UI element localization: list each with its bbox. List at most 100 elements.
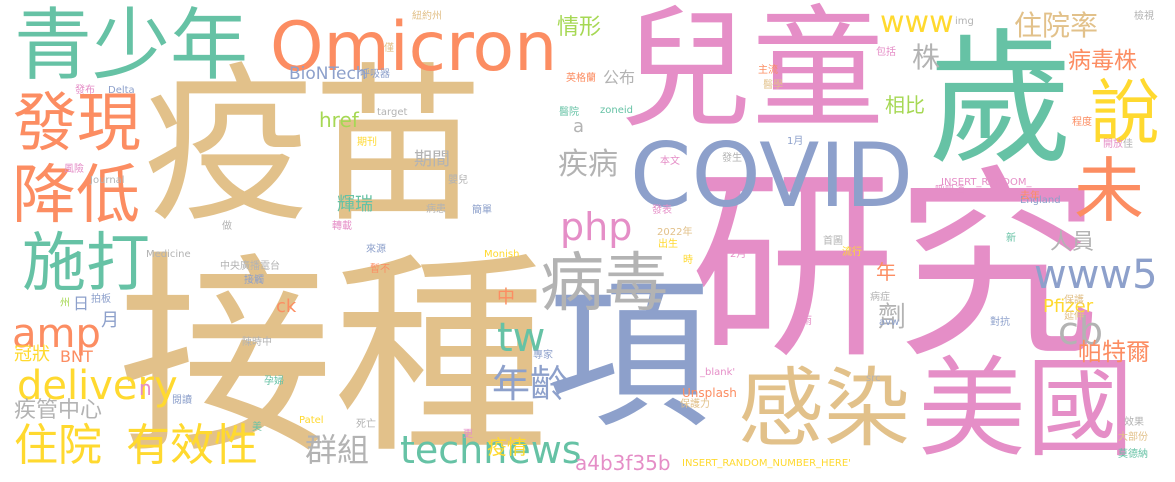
word-release: 發布 xyxy=(75,85,95,96)
word-rti: 中央廣播電台 xyxy=(220,261,280,272)
word-www5: www5 xyxy=(1034,252,1158,298)
word-publish-paper: 發表 xyxy=(652,205,672,216)
word-new: 新 xyxy=(1006,233,1016,244)
word-cover-image: 首圖 xyxy=(823,236,843,247)
word-february: 2月 xyxy=(730,249,747,260)
word-age-group: 年齡 xyxy=(492,362,569,406)
word-reprint: 轉載 xyxy=(332,221,352,232)
word-respirator: 呼吸器 xyxy=(360,69,390,80)
word-occur: 發生 xyxy=(722,153,742,164)
word-a4b3f35b: a4b3f35b xyxy=(575,451,671,475)
word-amp: amp xyxy=(12,311,101,357)
word-bnt: BNT xyxy=(60,347,93,366)
word-period: 期間 xyxy=(414,149,450,170)
word-www: www xyxy=(880,5,954,40)
word-patel: 帕特爾 xyxy=(1078,338,1150,366)
word-cdc: 疾管中心 xyxy=(14,398,103,423)
word-chen-shih-chung: 陳時中 xyxy=(242,337,272,348)
word-hospital: 醫院 xyxy=(559,107,579,118)
word-medicine: Medicine xyxy=(146,249,191,260)
word-death: 死亡 xyxy=(356,419,376,430)
word-cb: cb xyxy=(1058,309,1104,353)
word-biontech: BioNTech xyxy=(289,64,367,84)
word-degree: 程度 xyxy=(1072,117,1092,128)
word-more: 更 xyxy=(463,429,473,440)
word-good: 佳 xyxy=(1123,139,1133,150)
word-monish: Monish xyxy=(484,249,520,260)
word-variant: 病毒株 xyxy=(1068,48,1137,74)
word-pregnant: 孕婦 xyxy=(264,376,284,387)
word-expert: 專家 xyxy=(533,350,553,361)
word-omicron: Omicron xyxy=(270,8,558,87)
word-last-year: 去年 xyxy=(1020,191,1040,202)
word-vaccine: 疫苗 xyxy=(143,48,484,246)
word-england-zh: 英格蘭 xyxy=(566,73,596,84)
word-view: 檢視 xyxy=(1134,11,1154,22)
word-delivery: delivery xyxy=(17,363,178,409)
word-mainstream: 主流 xyxy=(758,65,778,76)
word-journal: Journal xyxy=(90,175,125,186)
word-hospitalization: 住院 xyxy=(14,420,102,471)
word-php: php xyxy=(560,205,633,249)
word-say: 說 xyxy=(1090,72,1160,154)
word-disease: 疾病 xyxy=(558,147,618,182)
word-covid: COVID xyxy=(630,124,914,227)
word-only: 僅 xyxy=(384,43,394,54)
word-ck: ck xyxy=(276,296,297,317)
word-src: src xyxy=(866,373,881,384)
word-rain: 雨 xyxy=(802,316,812,327)
word-time: 時 xyxy=(683,255,693,266)
word-children: 兒童 xyxy=(620,0,884,147)
word-strain: 株 xyxy=(912,41,941,74)
word-simple: 簡單 xyxy=(472,205,492,216)
word-majority: 大部份 xyxy=(1118,432,1148,443)
word-day: 日 xyxy=(73,294,90,313)
word-avw: avw xyxy=(879,317,900,328)
word-do: 做 xyxy=(222,221,232,232)
word-personnel: 人員 xyxy=(1050,230,1095,255)
word-state: 州 xyxy=(60,298,70,309)
word-patel-en: Patel xyxy=(299,415,324,426)
word-effect: 效果 xyxy=(1124,417,1144,428)
word-situation: 情形 xyxy=(557,15,602,40)
word-administer: 施打 xyxy=(22,227,150,301)
word-research: 研究 xyxy=(690,149,1100,387)
word-include: 包括 xyxy=(876,47,896,58)
word-popular: 流行 xyxy=(842,247,862,258)
word-respiratory-tract: 呼吸道 xyxy=(935,185,965,196)
word-n: n xyxy=(139,376,152,400)
word-this-article: 本文 xyxy=(660,156,680,167)
word-usa: 美國 xyxy=(918,347,1135,472)
word-vaccination: 接種 xyxy=(118,232,548,482)
word-epidemic: 疫情 xyxy=(487,435,527,459)
word-not-yet: 未 xyxy=(1074,150,1144,232)
word-moderna: 莫德納 xyxy=(1118,449,1148,460)
word-contact: 接觸 xyxy=(244,275,264,286)
word-patient: 病患 xyxy=(426,204,446,215)
word-source: 來源 xyxy=(366,244,386,255)
word-illness: 病症 xyxy=(870,292,890,303)
word-2022: 2022年 xyxy=(657,227,693,238)
word-img: img xyxy=(955,16,974,27)
word-technews: technews xyxy=(400,428,582,472)
word-compared: 相比 xyxy=(885,93,925,117)
word-tw: tw xyxy=(497,315,546,361)
word-blank: _blank' xyxy=(700,367,736,378)
word-extend: 延伸 xyxy=(1064,311,1084,322)
word-insert-random: INSERT_RANDOM_ xyxy=(941,177,1032,188)
word-hospitalization-rate: 住院率 xyxy=(1014,9,1099,42)
word-open: 開放 xyxy=(1103,139,1123,150)
word-virus: 病毒 xyxy=(540,247,668,321)
word-risk: 風險 xyxy=(64,164,84,175)
word-discovery: 發現 xyxy=(13,87,141,161)
word-delta: Delta xyxy=(108,85,135,96)
word-decide: 拍板 xyxy=(91,294,111,305)
word-year: 年 xyxy=(876,260,896,284)
word-teenagers: 青少年 xyxy=(14,1,249,91)
word-infection: 感染 xyxy=(738,359,910,459)
word-item: 項 xyxy=(547,263,709,451)
word-effectiveness: 有效性 xyxy=(126,420,258,471)
word-read: 閱讀 xyxy=(172,395,192,406)
word-a: a xyxy=(573,116,585,137)
word-protect: 保護 xyxy=(1064,295,1084,306)
